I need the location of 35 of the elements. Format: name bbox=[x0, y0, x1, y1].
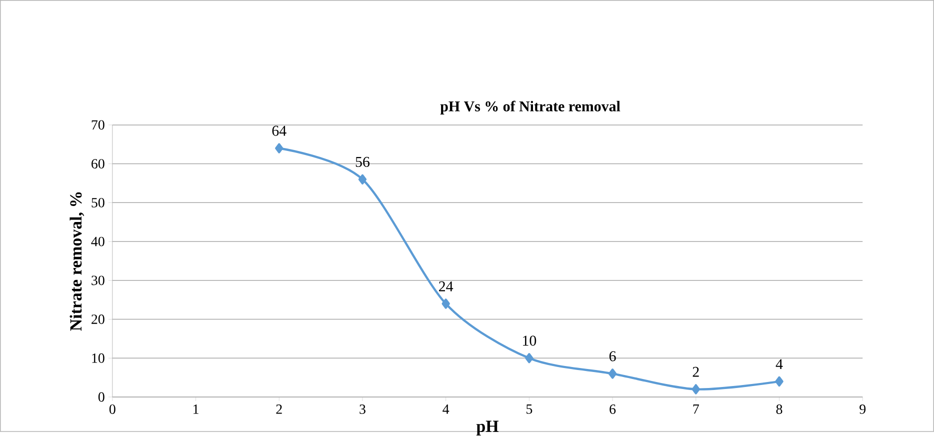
point bbox=[442, 298, 450, 309]
data-label: 24 bbox=[439, 282, 454, 292]
data-label: 2 bbox=[692, 367, 699, 377]
x-tick-label: 0 bbox=[109, 404, 116, 414]
y-tick-label: 30 bbox=[92, 276, 104, 286]
x-tick-label: 2 bbox=[276, 404, 282, 414]
x-tick-label: 5 bbox=[526, 404, 532, 414]
x-tick-label: 9 bbox=[860, 404, 866, 414]
x-tick-label: 6 bbox=[610, 404, 616, 414]
point bbox=[275, 143, 284, 154]
chart-title: pH Vs % of Nitrate removal bbox=[440, 100, 620, 115]
data-label: 4 bbox=[776, 359, 783, 370]
y-tick-label: 40 bbox=[91, 236, 104, 246]
point bbox=[525, 353, 534, 364]
y-tick-label: 60 bbox=[92, 159, 104, 169]
y-tick-label: 20 bbox=[92, 314, 104, 324]
data-label: 56 bbox=[356, 156, 370, 168]
x-tick-label: 3 bbox=[360, 404, 366, 414]
data-label: 10 bbox=[523, 336, 536, 346]
point bbox=[775, 376, 784, 387]
point bbox=[608, 368, 617, 379]
x-tick-label: 8 bbox=[776, 404, 782, 414]
x-tick-label: 7 bbox=[693, 404, 699, 414]
point bbox=[692, 384, 700, 394]
y-tick-label: 50 bbox=[92, 198, 104, 208]
data-label: 64 bbox=[272, 126, 286, 136]
x-tick-label: 1 bbox=[194, 404, 198, 414]
y-tick-label: 10 bbox=[92, 354, 104, 363]
point bbox=[358, 174, 367, 185]
y-tick-label: 0 bbox=[98, 392, 104, 402]
x-axis-title: pH bbox=[476, 420, 499, 436]
y-axis-title: Nitrate removal, % bbox=[70, 192, 84, 331]
y-tick-label: 70 bbox=[92, 120, 104, 130]
data-label: 6 bbox=[609, 351, 616, 362]
x-tick-label: 4 bbox=[442, 404, 450, 414]
